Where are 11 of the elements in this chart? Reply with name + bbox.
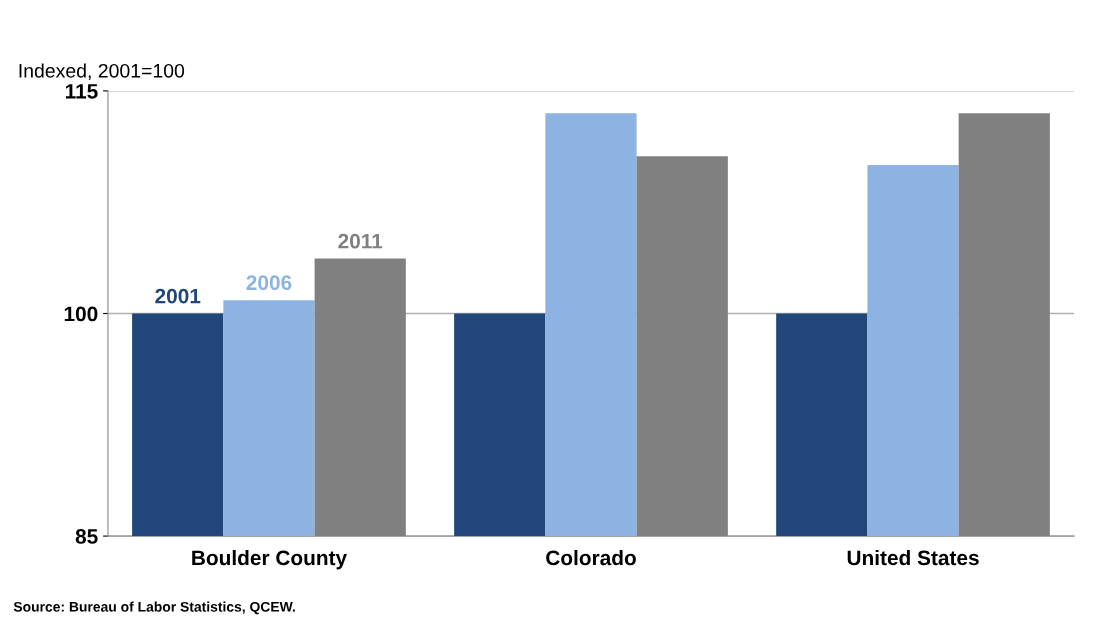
x-tick-label: Boulder County <box>192 549 347 570</box>
y-axis-title: Indexed, 2001=100 <box>19 63 185 80</box>
x-tick-label: Colorado <box>546 549 636 566</box>
source-note: Source: Bureau of Labor Statistics, QCEW. <box>13 601 295 615</box>
series-label: 2001 <box>155 288 201 304</box>
y-tick-label: 115 <box>65 84 98 99</box>
y-tick-label: 85 <box>75 529 98 544</box>
series-label: 2011 <box>338 233 383 249</box>
y-tick-label: 100 <box>64 306 98 322</box>
series-label: 2006 <box>246 275 292 291</box>
x-tick-label: United States <box>847 549 979 566</box>
